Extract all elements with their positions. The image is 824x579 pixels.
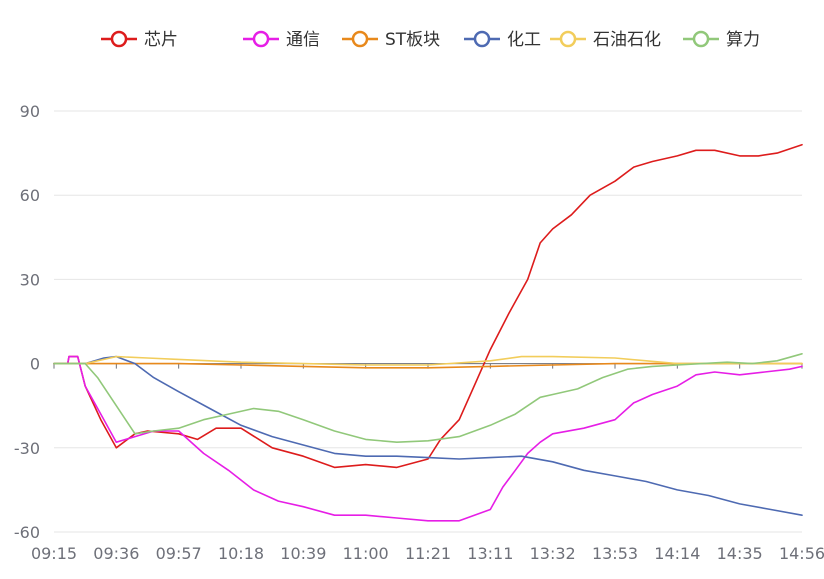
legend-circle-icon [559, 30, 577, 48]
y-axis: 90 60 30 0 -30 -60 [14, 102, 40, 542]
series-line-1 [53, 355, 803, 522]
series-line-3 [53, 355, 803, 517]
x-tick-label: 10:18 [218, 544, 264, 563]
series-line-5 [53, 352, 803, 444]
x-tick-label: 14:56 [779, 544, 824, 563]
plot-area [53, 143, 803, 522]
y-tick-label: -60 [14, 523, 40, 542]
x-tick-label: 09:57 [156, 544, 202, 563]
x-tick-label: 11:21 [405, 544, 451, 563]
legend-circle-icon [692, 30, 710, 48]
legend-item-5[interactable]: 算力 [683, 30, 760, 50]
series-line-4 [53, 355, 803, 366]
legend-label: 算力 [726, 30, 760, 50]
y-tick-label: 90 [20, 102, 40, 121]
legend-label: 通信 [286, 30, 320, 50]
legend-label: 化工 [507, 30, 541, 50]
legend-circle-icon [110, 30, 128, 48]
x-tick-label: 09:15 [31, 544, 77, 563]
y-tick-label: 0 [30, 355, 40, 374]
legend-item-4[interactable]: 石油石化 [550, 30, 661, 50]
x-tick-label: 14:35 [717, 544, 763, 563]
legend-circle-icon [473, 30, 491, 48]
legend-label: ST板块 [385, 30, 440, 50]
legend-item-1[interactable]: 通信 [243, 30, 320, 50]
y-tick-label: 60 [20, 186, 40, 205]
x-tick-label: 14:14 [654, 544, 700, 563]
legend-circle-icon [351, 30, 369, 48]
x-tick-label: 13:11 [467, 544, 513, 563]
x-axis: 09:15 09:36 09:57 10:18 10:39 11:00 11:21 13:11… [31, 363, 824, 563]
grid [54, 110, 802, 533]
x-tick-label: 13:32 [530, 544, 576, 563]
legend-item-3[interactable]: 化工 [464, 30, 541, 50]
x-tick-label: 10:39 [280, 544, 326, 563]
legend-circle-icon [252, 30, 270, 48]
legend-label: 芯片 [144, 30, 178, 50]
legend-label: 石油石化 [593, 30, 661, 50]
series-line-0 [53, 143, 803, 469]
y-tick-label: 30 [20, 270, 40, 289]
legend: 芯片 通信 ST板块 化工 石油石化 算力 [101, 30, 760, 50]
legend-item-0[interactable]: 芯片 [101, 30, 178, 50]
x-tick-label: 13:53 [592, 544, 638, 563]
x-tick-label: 11:00 [343, 544, 389, 563]
y-tick-label: -30 [14, 439, 40, 458]
x-tick-label: 09:36 [93, 544, 139, 563]
legend-item-2[interactable]: ST板块 [342, 30, 440, 50]
